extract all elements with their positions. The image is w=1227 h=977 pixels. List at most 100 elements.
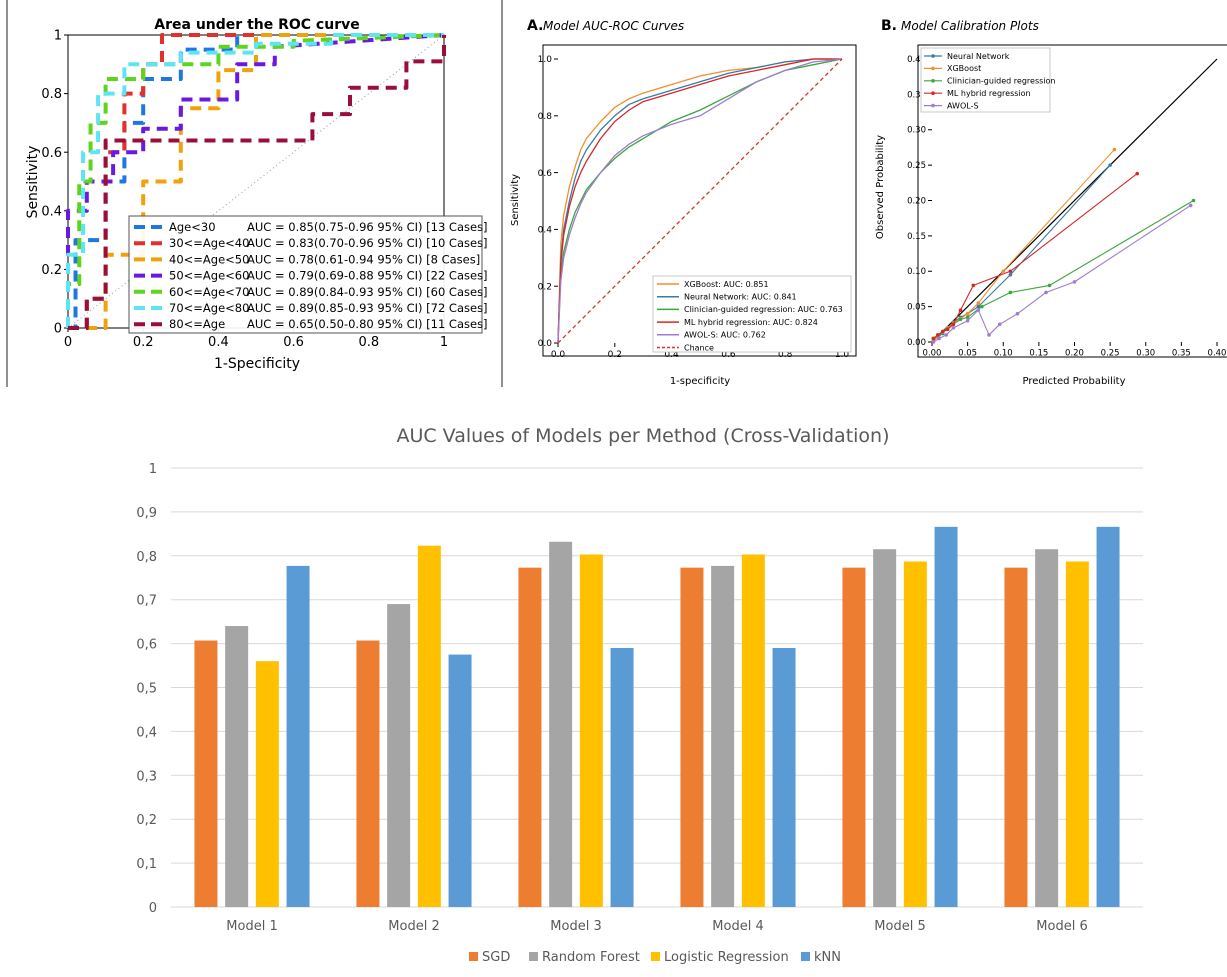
data-point: [1188, 203, 1193, 208]
bar-chart-title: AUC Values of Models per Method (Cross-V…: [396, 425, 889, 447]
data-point: [1047, 283, 1052, 288]
data-point: [931, 336, 936, 341]
legend-marker: [931, 79, 935, 83]
legend-marker: [931, 54, 935, 58]
bar-sgd-model-1: [194, 640, 218, 907]
model-roc-xlabel: 1-specificity: [670, 376, 730, 387]
legend-auc: AUC = 0.89(0.84-0.93 95% CI) [60 Cases]: [247, 285, 488, 299]
data-point: [1044, 290, 1048, 295]
data-point: [937, 336, 941, 341]
data-point: [971, 283, 976, 288]
data-point: [1008, 269, 1013, 274]
x-tick-label: 0.15: [1029, 349, 1048, 359]
y-tick-label: 0.35: [907, 90, 926, 100]
bar-random-forest-model-4: [711, 565, 735, 907]
y-tick-label: 0,4: [136, 725, 157, 740]
x-tick-label: 0.6: [721, 350, 736, 360]
category-label: Model 5: [874, 919, 925, 934]
bar-logistic-regression-model-2: [417, 545, 441, 907]
y-tick-label: 0,8: [136, 550, 157, 565]
x-tick-label: 0.2: [133, 335, 154, 350]
age-roc-chart: Area under the ROC curve 0 0.2 0.4 0.6 0.8 1 …: [6, 0, 503, 387]
series-line-awol-s-auc-0-762: [557, 58, 843, 344]
legend-swatch: [469, 952, 478, 961]
bar-random-forest-model-6: [1035, 549, 1059, 907]
legend-auc: AUC = 0.79(0.69-0.88 95% CI) [22 Cases]: [247, 269, 488, 283]
data-point: [1008, 290, 1013, 295]
legend-marker: [931, 103, 935, 108]
y-tick-label: 0,7: [136, 594, 157, 609]
legend-label: 60<=Age<70: [169, 285, 249, 299]
legend-label: ML hybrid regression: AUC: 0.824: [684, 318, 818, 327]
legend-label: 80<=Age: [169, 317, 225, 331]
data-point: [931, 340, 936, 344]
legend-marker: [931, 66, 935, 71]
data-point: [1191, 198, 1196, 203]
y-tick-label: 0,3: [136, 769, 157, 784]
bar-random-forest-model-1: [225, 626, 249, 907]
model-roc-legend: [652, 275, 852, 353]
data-point: [1135, 171, 1139, 176]
age-roc-ylabel: Sensitivity: [25, 146, 41, 219]
model-roc-panel-label: A.: [527, 18, 543, 34]
legend-auc: AUC = 0.85(0.75-0.96 95% CI) [13 Cases]: [247, 220, 488, 234]
legend-label: 30<=Age<40: [169, 236, 249, 250]
model-roc-chart: A. Model AUC-ROC Curves 0.0 0.2 0.4 0.6 0.8 1…: [510, 18, 857, 387]
bar-sgd-model-5: [842, 567, 866, 907]
legend-label: AWOL-S: AUC: 0.762: [684, 331, 766, 340]
y-tick-label: 0.6: [41, 146, 62, 161]
x-tick-label: 0.4: [664, 350, 679, 360]
calibration-frame: [917, 44, 1227, 358]
calibration-panel-label: B.: [881, 18, 897, 34]
y-tick-label: 0.2: [41, 263, 62, 278]
category-label: Model 3: [550, 919, 601, 934]
data-point: [976, 308, 981, 312]
x-tick-label: 0.8: [778, 350, 793, 360]
y-tick-label: 0.4: [41, 204, 62, 219]
bar-logistic-regression-model-5: [903, 561, 927, 907]
data-point: [958, 317, 963, 322]
legend-swatch: [651, 952, 660, 961]
y-tick-label: 0: [54, 322, 62, 337]
model-roc-frame: [542, 44, 857, 357]
y-tick-label: 0.6: [538, 169, 553, 179]
x-tick-label: 0.00: [923, 349, 942, 359]
y-tick-label: 0,6: [136, 638, 157, 653]
series-line-clinician-guided-regression: [933, 200, 1194, 339]
calibration-legend: [920, 47, 1051, 113]
x-tick-label: 0.2: [608, 350, 622, 360]
data-point: [965, 311, 970, 316]
legend-auc: AUC = 0.89(0.85-0.93 95% CI) [72 Cases]: [247, 301, 488, 315]
legend-label: 70<=Age<80: [169, 301, 249, 315]
data-point: [965, 318, 970, 323]
data-point: [976, 304, 981, 309]
reference-line: [931, 58, 1218, 343]
y-tick-label: 0.8: [41, 87, 62, 102]
y-tick-label: 0.4: [538, 226, 553, 236]
x-tick-label: 0.35: [1172, 349, 1191, 359]
y-tick-label: 0,9: [136, 506, 157, 521]
x-tick-label: 1.0: [835, 350, 850, 360]
x-tick-label: 0.6: [283, 335, 304, 350]
y-tick-label: 0.25: [907, 161, 926, 171]
x-tick-label: 0.20: [1065, 349, 1084, 359]
y-tick-label: 0.2: [538, 282, 552, 292]
bar-logistic-regression-model-1: [255, 661, 279, 907]
auc-bar-chart: AUC Values of Models per Method (Cross-V…: [136, 425, 1143, 965]
data-point: [940, 329, 945, 334]
y-tick-label: 0.05: [907, 303, 926, 313]
legend-label: XGBoost: [947, 64, 981, 73]
y-tick-label: 0,2: [136, 813, 157, 828]
legend-label: Neural Network: [947, 52, 1010, 61]
y-tick-label: 0.0: [538, 339, 553, 349]
bar-random-forest-model-2: [387, 604, 411, 907]
model-roc-title: Model AUC-ROC Curves: [543, 19, 684, 33]
x-tick-label: 0: [64, 335, 72, 350]
legend-label: AWOL-S: [947, 101, 979, 110]
legend-label: 40<=Age<50: [169, 252, 249, 266]
data-point: [1072, 280, 1077, 284]
legend-auc: AUC = 0.83(0.70-0.96 95% CI) [10 Cases]: [247, 236, 488, 250]
x-tick-label: 1: [440, 335, 448, 350]
bar-sgd-model-2: [356, 640, 380, 907]
category-label: Model 6: [1036, 919, 1087, 934]
